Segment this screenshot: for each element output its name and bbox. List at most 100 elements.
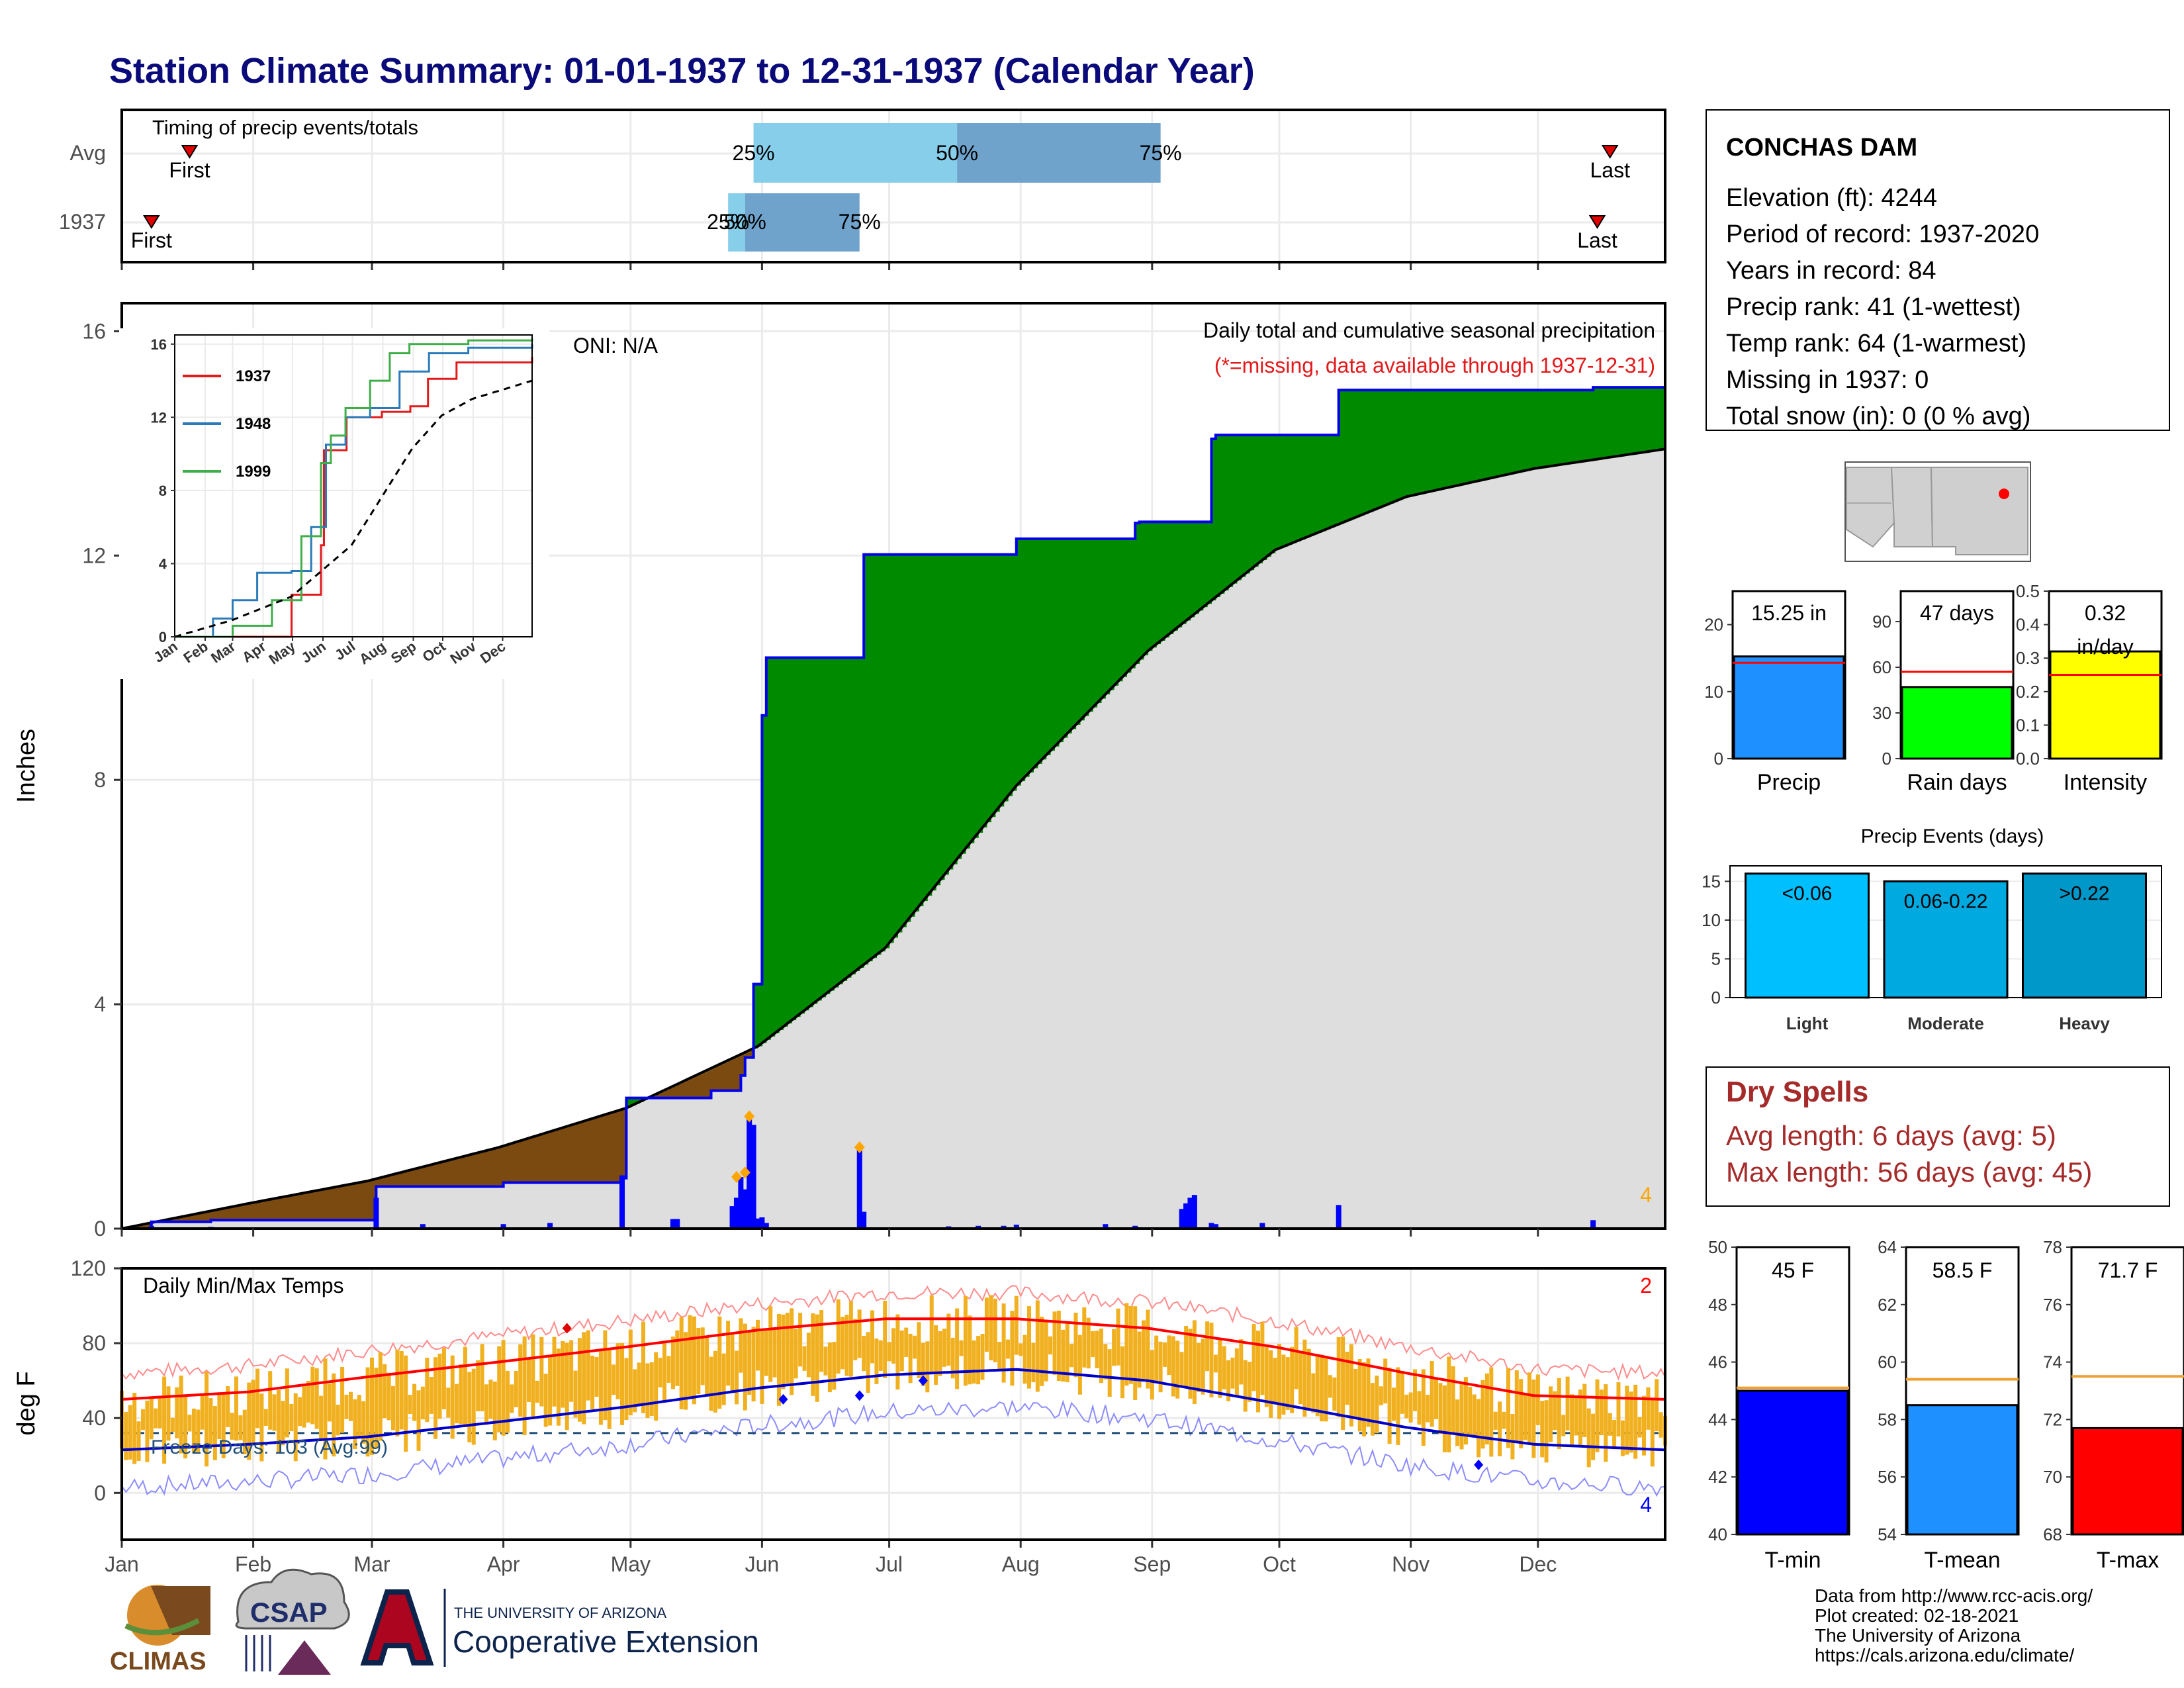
daily-temp-bar [1328, 1375, 1332, 1398]
deficit-slice [427, 1166, 432, 1187]
station-location-marker [1999, 489, 2009, 499]
surplus-slice [1262, 435, 1267, 560]
surplus-slice [1347, 390, 1352, 521]
daily-temp-bar [950, 1337, 955, 1379]
daily-temp-bar [772, 1329, 777, 1378]
deficit-slice [529, 1138, 533, 1183]
surplus-slice [1572, 390, 1577, 463]
intensity-summary-value-label: 0.32 [2085, 601, 2126, 625]
daily-temp-bar [1056, 1311, 1061, 1382]
deficit-slice [508, 1145, 512, 1183]
month-label-Mar: Mar [353, 1552, 390, 1576]
daily-temp-bar [815, 1314, 819, 1402]
record-max-line [121, 1285, 1666, 1381]
timing-avg-label-25: 25% [733, 141, 775, 165]
daily-temp-bar [1273, 1358, 1277, 1403]
daily-temp-bar [662, 1340, 666, 1401]
daily-temp-bar [1549, 1386, 1553, 1442]
deficit-slice [321, 1190, 326, 1221]
daily-temp-bar [179, 1376, 183, 1454]
deficit-slice [668, 1088, 674, 1098]
surplus-slice [1486, 390, 1492, 479]
daily-temp-bar [866, 1332, 870, 1393]
surplus-slice [1283, 435, 1289, 547]
daily-temp-bar [1620, 1420, 1625, 1456]
daily-temp-bar [827, 1342, 832, 1393]
deficit-slice [202, 1212, 207, 1222]
surplus-slice [1588, 390, 1594, 461]
tmin-summary-tick-label-42: 42 [1708, 1467, 1727, 1487]
daily-precip-bar [670, 1219, 676, 1229]
daily-temp-bar [1179, 1352, 1184, 1387]
daily-temp-bar [844, 1315, 849, 1376]
daily-precip-bars [148, 1110, 1596, 1229]
deficit-slice [596, 1117, 602, 1183]
surplus-slice [1389, 390, 1394, 504]
daily-precip-bar [1336, 1205, 1342, 1229]
daily-temp-bar [323, 1358, 328, 1460]
surplus-slice [940, 554, 945, 880]
daily-temp-bar [1455, 1399, 1460, 1446]
daily-temp-bar [1595, 1379, 1600, 1452]
surplus-slice [1271, 435, 1276, 553]
daily-temp-bar [1027, 1306, 1031, 1389]
surplus-slice [817, 657, 822, 1001]
surplus-slice [1657, 387, 1662, 451]
daily-temp-bar [285, 1368, 289, 1438]
daily-temp-bar [925, 1341, 930, 1393]
intensity-summary-tick-label-0.5: 0.5 [2016, 581, 2040, 601]
inset-ytick-label-8: 8 [159, 483, 167, 499]
surplus-slice [1067, 538, 1072, 733]
surplus-slice [1631, 387, 1636, 454]
daily-temp-bar [1484, 1373, 1489, 1445]
surplus-slice [1317, 435, 1322, 533]
deficit-slice [380, 1178, 385, 1187]
surplus-slice [1122, 538, 1127, 677]
daily-temp-bar [1408, 1392, 1413, 1423]
surplus-slice [838, 657, 843, 984]
deficit-slice [143, 1224, 148, 1229]
daily-temp-bar [1154, 1335, 1159, 1382]
daily-temp-bar [158, 1398, 162, 1429]
raindays-summary-value-bar [1901, 686, 2013, 760]
daily-temp-bar [1320, 1354, 1324, 1422]
intensity-summary-tick-label-0.2: 0.2 [2016, 682, 2040, 702]
deficit-slice [316, 1190, 322, 1221]
surplus-slice [1465, 390, 1471, 484]
temp-record-marker [562, 1323, 572, 1334]
tmin-summary-category-label: T-min [1765, 1548, 1821, 1573]
inset-legend-label-1937: 1937 [236, 367, 271, 385]
deficit-slice [279, 1197, 283, 1221]
surplus-slice [906, 554, 911, 922]
daily-temp-bar [1396, 1367, 1400, 1445]
daily-temp-bar [289, 1404, 294, 1432]
daily-temp-bar [929, 1295, 934, 1372]
surplus-slice [1359, 390, 1365, 516]
precip-chart-title: Daily total and cumulative seasonal prec… [1203, 318, 1655, 342]
timing-year-last-label: Last [1577, 228, 1617, 252]
surplus-slice [1152, 522, 1157, 648]
surplus-slice [1635, 387, 1641, 453]
deficit-slice [563, 1127, 568, 1183]
daily-temp-bar [162, 1376, 167, 1464]
daily-temp-bar [1510, 1414, 1515, 1460]
surplus-slice [1479, 390, 1484, 481]
daily-temp-bar [425, 1358, 430, 1423]
deficit-slice [334, 1187, 339, 1221]
station-info-frame [1706, 109, 2170, 431]
tmean-summary-value-bar [1906, 1404, 2019, 1536]
deficit-slice [443, 1161, 449, 1187]
daily-temp-bar [993, 1298, 997, 1362]
tmean-summary-tick-label-54: 54 [1878, 1524, 1897, 1544]
surplus-slice [864, 554, 869, 965]
deficit-slice [189, 1215, 195, 1222]
deficit-slice [214, 1210, 220, 1221]
deficit-slice [461, 1156, 466, 1187]
deficit-slice [588, 1119, 593, 1183]
surplus-slice [855, 657, 860, 971]
surplus-slice [1215, 435, 1220, 597]
surplus-slice [630, 1098, 635, 1106]
timing-year-first-label: First [131, 228, 172, 252]
surplus-slice [1512, 390, 1518, 473]
daily-temp-bar [637, 1362, 641, 1404]
